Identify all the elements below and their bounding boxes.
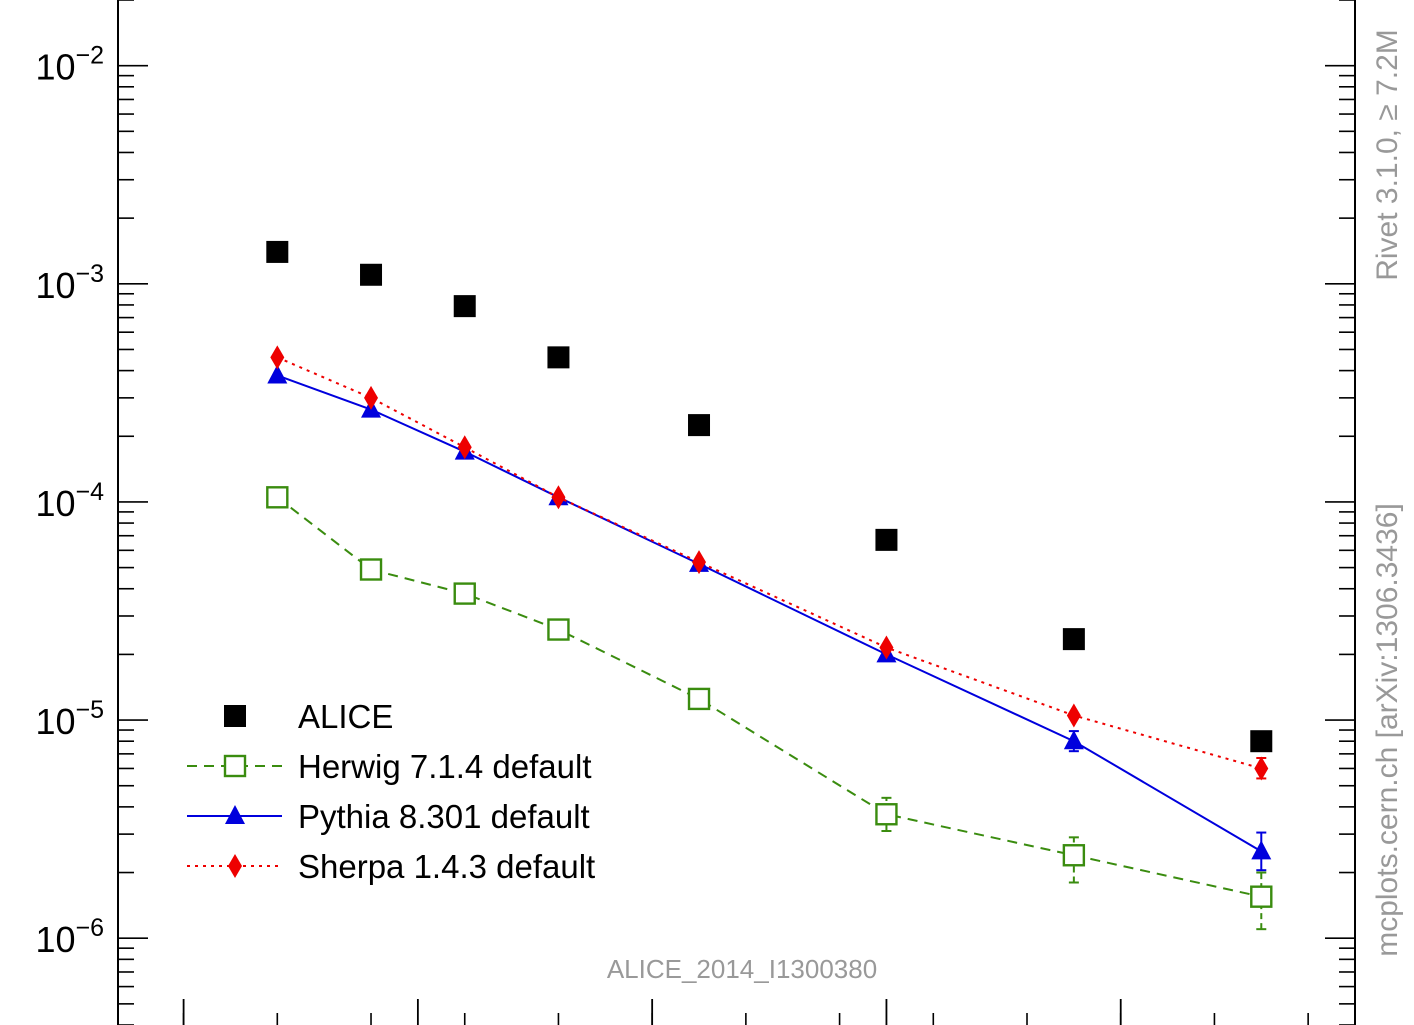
- y-tick-label: 10−3: [35, 260, 104, 306]
- y-tick-label: 10−5: [35, 696, 104, 742]
- legend-marker: [225, 805, 245, 824]
- data-point: [692, 550, 707, 575]
- data-point: [547, 618, 570, 641]
- data-point: [457, 435, 472, 460]
- legend-item: Herwig 7.1.4 default: [187, 748, 592, 785]
- series-line: [276, 496, 1262, 898]
- data-point: [688, 414, 711, 437]
- data-point: [267, 364, 288, 384]
- legend-item: ALICE: [224, 698, 393, 735]
- data-point: [687, 687, 711, 711]
- legend-label: Herwig 7.1.4 default: [298, 748, 592, 785]
- legend-label: ALICE: [298, 698, 393, 735]
- data-point: [1250, 730, 1273, 753]
- y-tick-label: 10−6: [35, 914, 104, 960]
- y-tick-label: 10−4: [35, 478, 104, 524]
- axis-frame: [117, 0, 1356, 1025]
- legend-marker: [223, 754, 247, 778]
- data-point: [1250, 885, 1273, 908]
- series-3: [270, 345, 1269, 781]
- data-point: [266, 240, 289, 263]
- data-point: [1062, 628, 1085, 651]
- legend-label: Sherpa 1.4.3 default: [298, 848, 595, 885]
- plot-marks: [266, 240, 1273, 931]
- legend-marker: [224, 705, 246, 727]
- data-point: [551, 485, 566, 510]
- data-point: [1251, 840, 1272, 860]
- series-line: [276, 356, 1262, 770]
- data-point: [359, 558, 383, 581]
- y-tick-labels: 10−2 10−3 10−4 10−5 10−6: [35, 42, 104, 961]
- series-0: [266, 240, 1273, 753]
- data-point: [1254, 756, 1269, 781]
- legend-marker: [228, 854, 242, 878]
- series-2: [267, 364, 1272, 872]
- data-point: [547, 346, 570, 369]
- legend: ALICE Herwig 7.1.4 default Pythia 8.301 de…: [187, 698, 595, 885]
- mcplots-label: mcplots.cern.ch [arXiv:1306.3436]: [1371, 503, 1404, 957]
- y-tick-label: 10−2: [35, 42, 104, 88]
- data-point: [360, 263, 383, 286]
- series-1: [266, 486, 1273, 931]
- legend-item: Pythia 8.301 default: [187, 798, 590, 835]
- data-point: [453, 295, 476, 318]
- data-point: [266, 486, 289, 509]
- analysis-label: ALICE_2014_I1300380: [607, 954, 877, 984]
- data-point: [879, 635, 894, 660]
- legend-item: Sherpa 1.4.3 default: [187, 848, 595, 885]
- data-point: [875, 803, 898, 826]
- data-point: [364, 385, 379, 410]
- legend-label: Pythia 8.301 default: [298, 798, 590, 835]
- rivet-version-label: Rivet 3.1.0, ≥ 7.2M: [1371, 29, 1404, 281]
- data-point: [1063, 730, 1084, 750]
- data-point: [875, 528, 898, 551]
- data-point: [1066, 703, 1081, 728]
- data-point: [1062, 844, 1086, 867]
- data-point: [453, 582, 476, 605]
- data-point: [270, 345, 285, 370]
